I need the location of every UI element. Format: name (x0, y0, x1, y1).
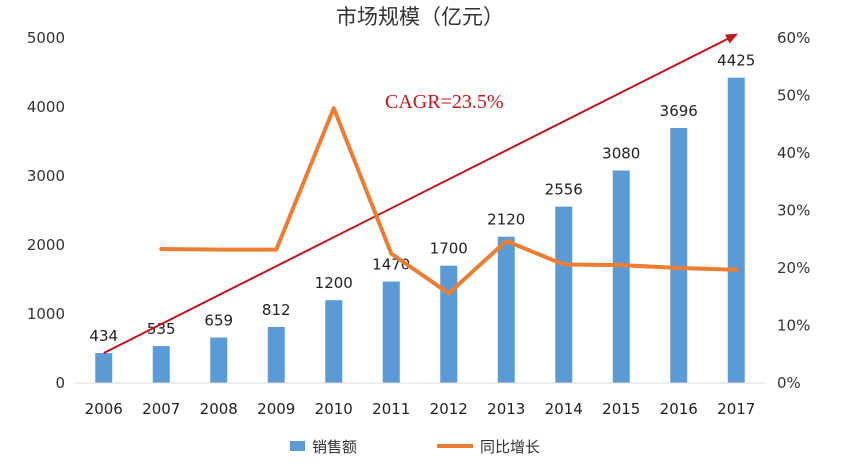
bar-2012 (440, 265, 458, 383)
right-tick-label: 60% (777, 29, 810, 47)
bar-value-label: 3696 (660, 102, 698, 120)
x-axis: 2006 2007 2008 2009 2010 2011 2012 2013 2014 2015… (75, 382, 765, 418)
growth-line-series (159, 106, 739, 296)
bar-value-label: 2120 (487, 211, 525, 229)
cagr-annotation: CAGR=23.5% (103, 33, 739, 354)
x-tick-label: 2006 (85, 400, 123, 418)
bar-2015 (612, 170, 630, 383)
bar-value-label: 2556 (545, 181, 583, 199)
x-tick-label: 2009 (257, 400, 295, 418)
chart-title: 市场规模（亿元） (336, 5, 504, 29)
bar-2011 (382, 281, 400, 383)
left-tick-label: 5000 (27, 29, 65, 47)
right-tick-label: 30% (777, 202, 810, 220)
legend-bar-label: 销售额 (312, 438, 357, 456)
x-tick-label: 2008 (200, 400, 238, 418)
bar-2006 (95, 353, 113, 383)
right-tick-label: 0% (777, 374, 801, 392)
bar-2013 (497, 236, 515, 383)
x-tick-label: 2014 (545, 400, 583, 418)
legend-bar-swatch (290, 441, 305, 451)
x-tick-label: 2007 (142, 400, 180, 418)
x-tick-label: 2013 (487, 400, 525, 418)
cagr-label: CAGR=23.5% (385, 91, 504, 113)
bar-series (95, 77, 745, 384)
right-tick-label: 20% (777, 259, 810, 277)
bar-value-label: 4425 (717, 52, 755, 70)
bar-data-labels: 434 535 6598121200147017002120255630803696… (89, 52, 755, 345)
bar-value-label: 812 (262, 301, 291, 319)
left-tick-label: 0 (55, 374, 65, 392)
bar-2017 (727, 77, 745, 384)
legend: 销售额 同比增长 (290, 438, 540, 456)
x-tick-label: 2015 (602, 400, 640, 418)
bar-2009 (267, 326, 285, 383)
x-tick-label: 2017 (717, 400, 755, 418)
x-tick-label: 2016 (660, 400, 698, 418)
bar-2014 (555, 206, 573, 383)
legend-line-label: 同比增长 (480, 438, 540, 456)
x-tick-label: 2010 (315, 400, 353, 418)
left-axis: 0 1000 2000 3000 4000 5000 (27, 29, 65, 392)
bar-value-label: 3080 (602, 144, 640, 162)
left-tick-label: 3000 (27, 167, 65, 185)
bar-value-label: 659 (204, 312, 233, 330)
right-axis: 0% 10% 20% 30% 40% 50% 60% (777, 29, 810, 392)
left-tick-label: 1000 (27, 305, 65, 323)
bar-value-label: 434 (89, 327, 118, 345)
bar-2008 (210, 337, 228, 383)
bar-value-label: 1700 (430, 240, 468, 258)
growth-line (159, 106, 739, 296)
right-tick-label: 50% (777, 87, 810, 105)
right-tick-label: 10% (777, 317, 810, 335)
bar-2010 (325, 300, 343, 383)
x-tick-label: 2012 (430, 400, 468, 418)
left-tick-label: 2000 (27, 236, 65, 254)
bar-value-label: 535 (147, 320, 176, 338)
bar-2016 (670, 127, 688, 383)
x-tick-label: 2011 (372, 400, 410, 418)
left-tick-label: 4000 (27, 98, 65, 116)
cagr-arrow (103, 33, 739, 354)
bar-2007 (152, 346, 170, 383)
right-tick-label: 40% (777, 144, 810, 162)
bar-value-label: 1200 (315, 274, 353, 292)
